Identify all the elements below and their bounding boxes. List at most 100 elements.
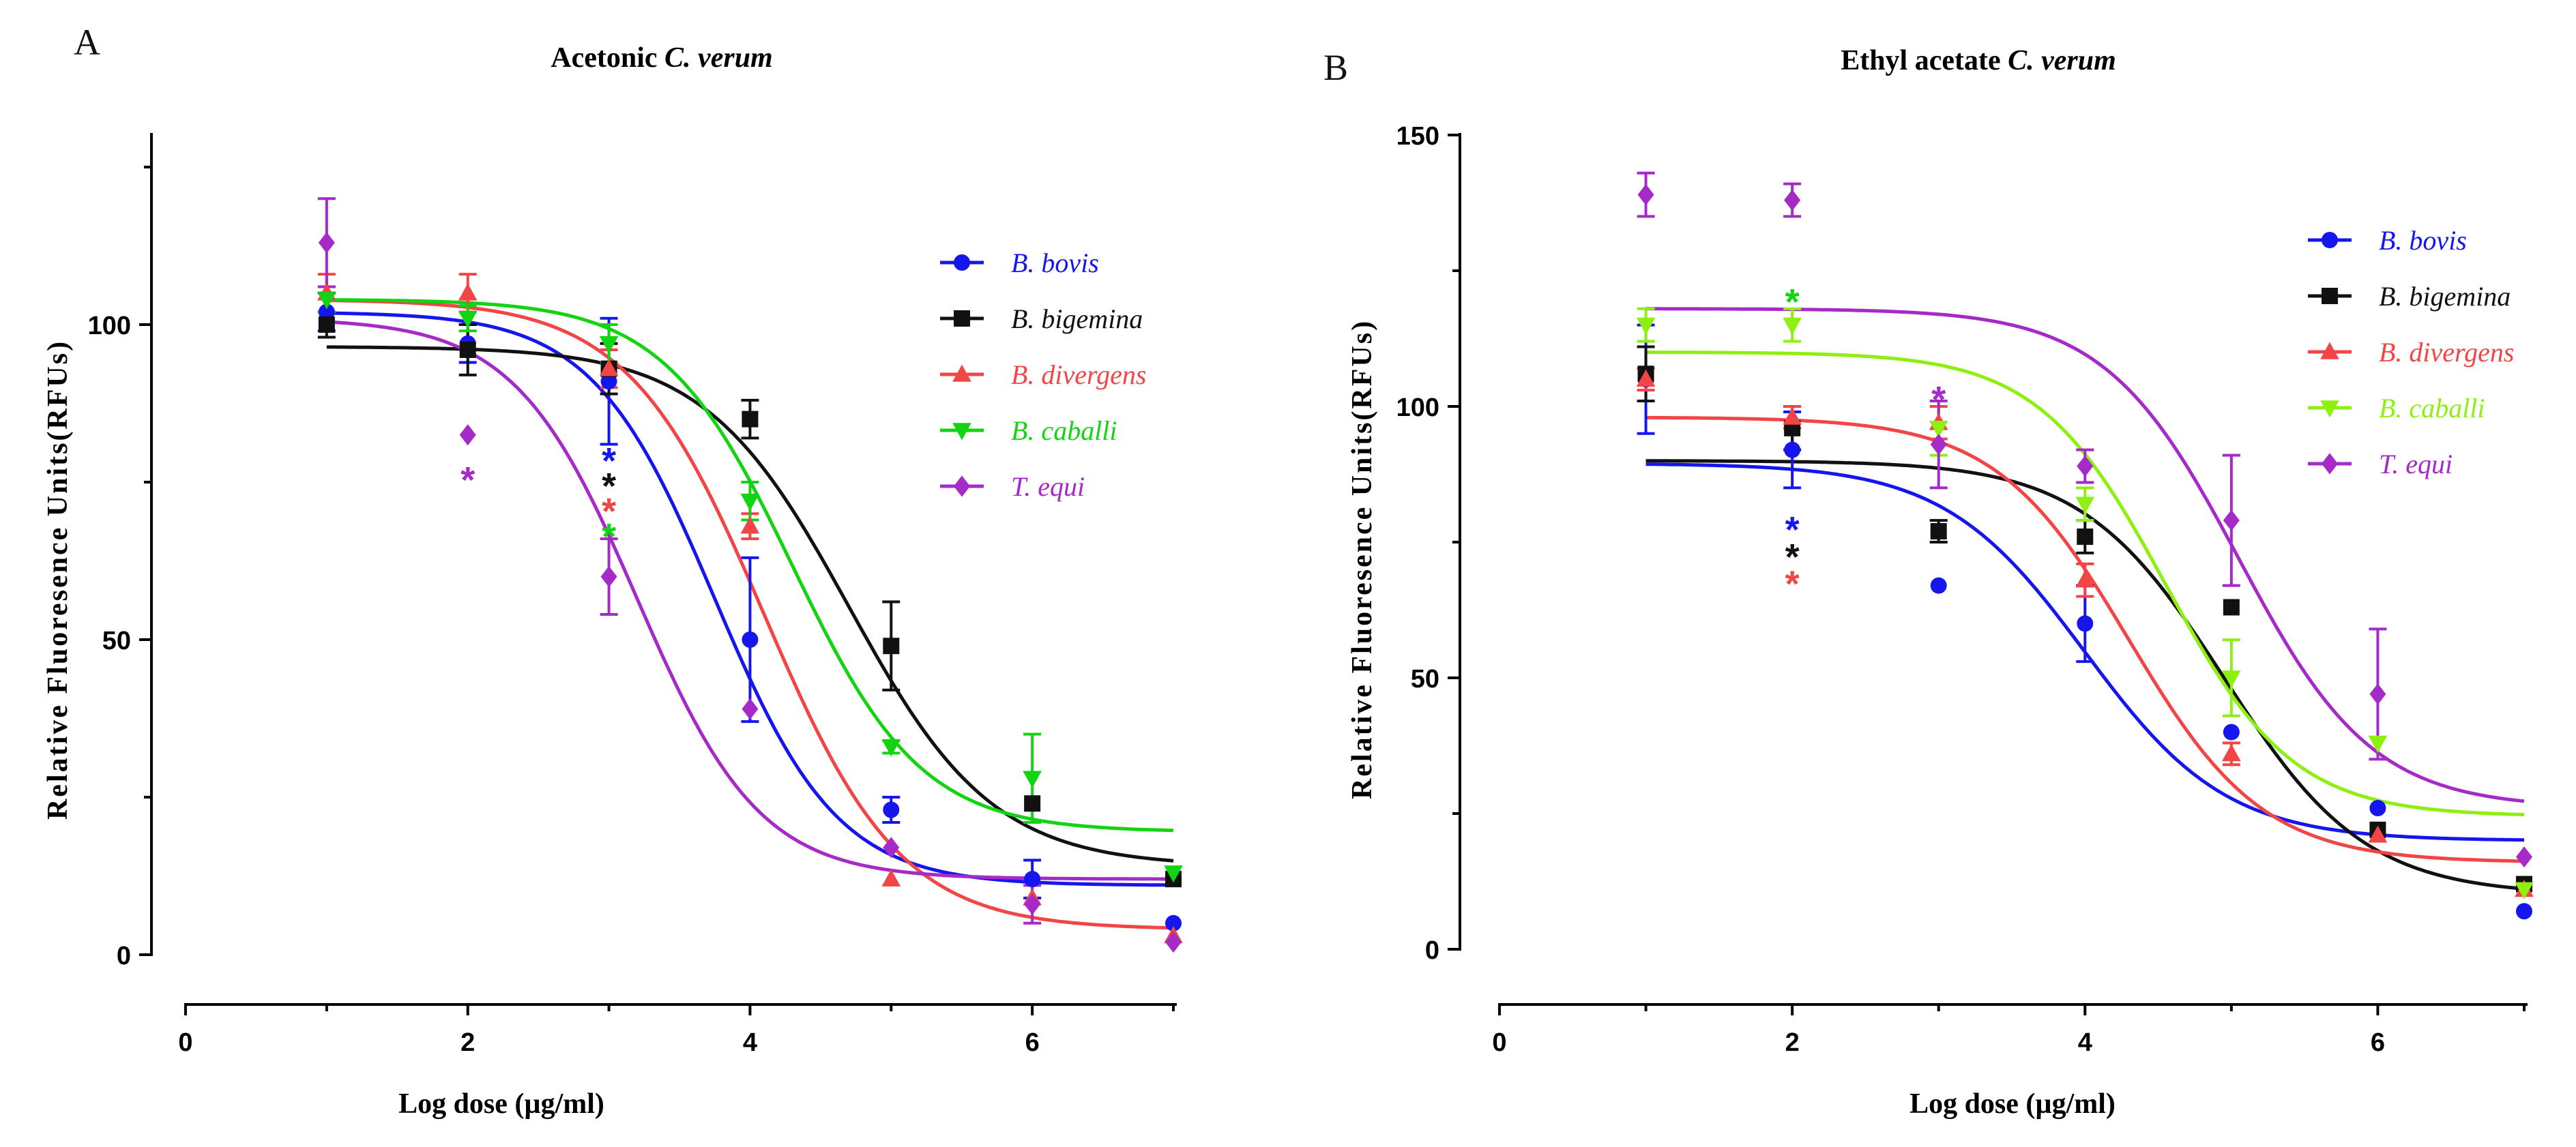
y-axis-label: Relative Fluoresence Units(RFUs) xyxy=(42,340,74,820)
legend-label: B. bigemina xyxy=(1011,303,1143,334)
panel-letter: B xyxy=(1323,47,1348,88)
error-bars xyxy=(317,197,1042,925)
data-point xyxy=(881,869,901,887)
axes: 0 2 4 6 0 50 100 150 xyxy=(1396,122,2528,1057)
data-point xyxy=(1636,317,1656,335)
data-point xyxy=(1024,893,1041,915)
data-point xyxy=(1784,189,1801,211)
data-point xyxy=(458,283,478,301)
data-point xyxy=(1164,865,1183,883)
data-point xyxy=(1783,407,1802,425)
y-axis-label: Relative Fluoresence Units(RFUs) xyxy=(1347,319,1378,799)
data-point xyxy=(318,316,335,333)
data-point xyxy=(2075,570,2095,588)
y-tick-label: 0 xyxy=(117,942,131,970)
data-point xyxy=(599,359,619,376)
chart-title-italic: C. verum xyxy=(664,42,773,74)
significance-marks: ***** xyxy=(1785,282,1946,605)
y-tick-label: 100 xyxy=(88,312,131,340)
data-point xyxy=(2077,615,2094,632)
legend-label: B. divergens xyxy=(1011,359,1146,390)
legend-marker xyxy=(2322,453,2338,475)
y-tick-label: 50 xyxy=(1411,665,1439,694)
data-point xyxy=(1929,421,1948,438)
data-point xyxy=(1930,577,1947,594)
chart-panel-a: A Acetonic C. verum Log dose (µg/ml) Rel… xyxy=(42,22,1183,1120)
chart-title-prefix: Acetonic xyxy=(551,42,664,74)
x-tick-label: 0 xyxy=(178,1028,192,1057)
data-point xyxy=(1930,434,1947,456)
chart-title: Ethyl acetate C. verum xyxy=(1841,45,2116,76)
legend-label: B. divergens xyxy=(2379,337,2514,368)
data-point xyxy=(317,292,336,310)
legend-label: B. bigemina xyxy=(2379,281,2511,312)
legend: B. bovis B. bigemina B. divergens B. caball… xyxy=(940,248,1146,502)
y-tick-label: 100 xyxy=(1396,393,1439,422)
legend-marker xyxy=(954,254,970,271)
data-point xyxy=(1930,523,1947,540)
significance-asterisk: * xyxy=(1785,537,1800,578)
fit-curve xyxy=(1645,307,2525,803)
data-point xyxy=(881,739,901,757)
data-point xyxy=(2368,825,2388,843)
legend-marker xyxy=(2320,342,2339,359)
chart-title-prefix: Ethyl acetate xyxy=(1841,45,2008,76)
legend-marker xyxy=(2320,400,2339,418)
x-tick-label: 0 xyxy=(1492,1028,1506,1057)
data-point xyxy=(2368,735,2388,753)
data-point xyxy=(883,837,900,859)
legend-label: B. caballi xyxy=(2379,393,2485,423)
data-point xyxy=(883,801,900,818)
data-point xyxy=(1636,369,1656,387)
significance-asterisk: * xyxy=(460,460,475,501)
data-point xyxy=(318,303,335,321)
data-point xyxy=(458,310,478,329)
chart-title-italic: C. verum xyxy=(2008,45,2116,76)
panel-letter: A xyxy=(74,22,100,63)
data-point xyxy=(318,232,335,254)
legend-label: B. caballi xyxy=(1011,415,1117,446)
legend-label: T. equi xyxy=(2379,449,2453,479)
x-tick-label: 4 xyxy=(2078,1028,2092,1057)
legend-marker xyxy=(952,423,971,441)
data-point xyxy=(1024,795,1041,812)
significance-asterisk: * xyxy=(1785,282,1800,323)
data-point xyxy=(600,373,617,390)
significance-asterisk: * xyxy=(602,441,616,481)
significance-asterisk: * xyxy=(602,516,616,557)
significance-asterisk: * xyxy=(1931,379,1946,420)
chart-panel-b: B Ethyl acetate C. verum Log dose (µg/ml… xyxy=(1323,45,2534,1120)
significance-asterisk: * xyxy=(602,466,616,507)
data-point xyxy=(1165,914,1182,932)
data-point xyxy=(742,631,759,648)
data-point xyxy=(883,638,900,655)
significance-asterisk: * xyxy=(1785,564,1800,605)
legend-label: T. equi xyxy=(1011,471,1085,502)
data-point xyxy=(1783,317,1802,335)
chart-title: Acetonic C. verum xyxy=(551,42,772,74)
data-point xyxy=(2369,800,2386,817)
data-point xyxy=(2222,744,2241,762)
data-point xyxy=(599,336,619,354)
data-point xyxy=(2223,599,2240,616)
data-point xyxy=(740,493,760,511)
data-point xyxy=(2077,528,2094,546)
legend-label: B. bovis xyxy=(1011,248,1099,278)
data-point xyxy=(2223,724,2240,741)
data-points xyxy=(1636,183,2534,920)
data-point xyxy=(2223,509,2240,531)
data-point xyxy=(740,516,760,534)
data-point xyxy=(600,566,617,588)
legend: B. bovis B. bigemina B. divergens B. caball… xyxy=(2308,225,2514,479)
axes: 0 2 4 6 0 50 100 xyxy=(88,133,1177,1057)
x-tick-label: 2 xyxy=(1785,1028,1800,1057)
legend-marker xyxy=(952,364,971,382)
significance-marks: ***** xyxy=(460,441,616,557)
legend-marker xyxy=(954,310,970,327)
data-point xyxy=(2075,496,2095,514)
legend-marker xyxy=(2322,288,2338,304)
data-point xyxy=(742,698,759,720)
data-point xyxy=(2516,903,2532,920)
significance-asterisk: * xyxy=(1785,509,1800,550)
x-axis-label: Log dose (µg/ml) xyxy=(398,1088,604,1120)
